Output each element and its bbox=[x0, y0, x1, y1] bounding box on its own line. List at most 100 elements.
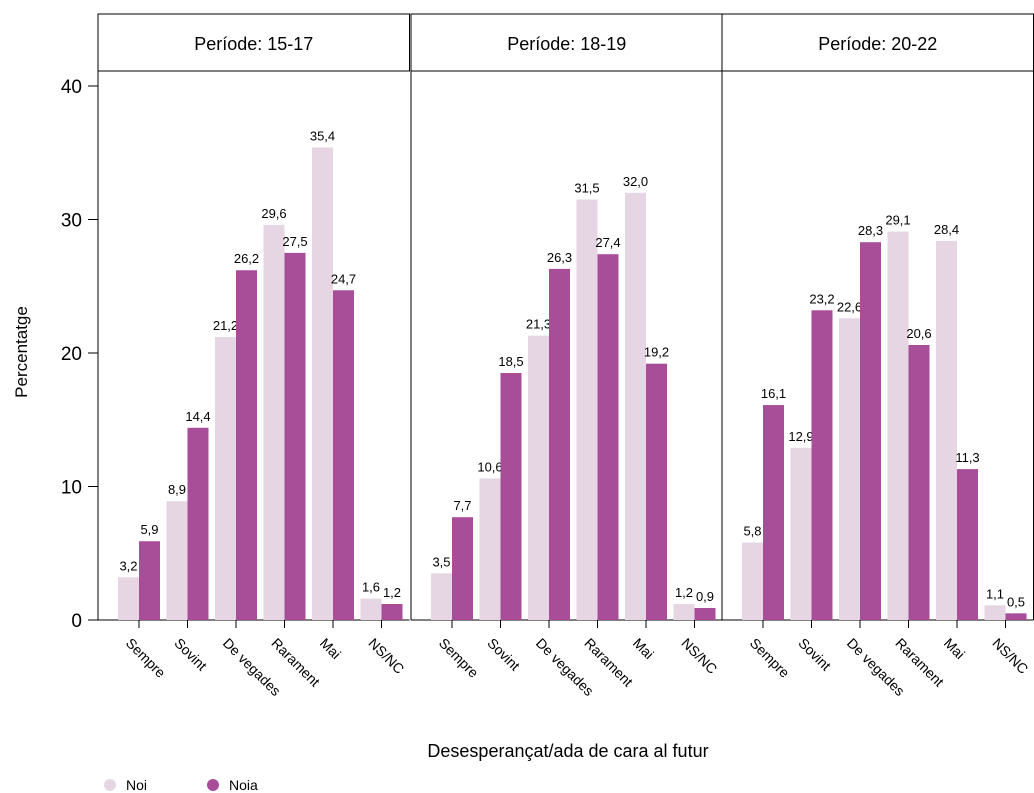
value-label: 32,0 bbox=[623, 174, 648, 189]
y-tick-label: 20 bbox=[61, 344, 82, 365]
value-label: 7,7 bbox=[453, 498, 471, 513]
value-label: 1,1 bbox=[986, 586, 1004, 601]
y-tick-label: 30 bbox=[61, 211, 82, 232]
bar-noi bbox=[263, 224, 285, 620]
category-label: Mai bbox=[317, 635, 344, 662]
legend-label-noia: Noia bbox=[229, 777, 258, 793]
value-label: 24,7 bbox=[331, 271, 356, 286]
bar-noia bbox=[381, 603, 403, 620]
value-label: 23,2 bbox=[809, 291, 834, 306]
value-label: 3,5 bbox=[432, 554, 450, 569]
bar-noi bbox=[118, 577, 139, 620]
y-tick-label: 40 bbox=[61, 77, 82, 98]
bar-noi bbox=[166, 501, 188, 620]
panel-2: Període: 18-19 3,5 7,7 Sempre 10,6 18,5 Sovint… bbox=[410, 13, 723, 699]
value-label: 35,4 bbox=[310, 128, 335, 143]
value-label: 19,2 bbox=[644, 345, 669, 360]
bar-noia bbox=[284, 252, 306, 620]
category-label: Sovint bbox=[171, 635, 210, 674]
value-label: 28,4 bbox=[934, 222, 959, 237]
bar-noia bbox=[646, 363, 667, 620]
value-label: 26,3 bbox=[547, 250, 572, 265]
y-axis-label: Percentatge bbox=[12, 306, 31, 398]
panel-title: Període: 20-22 bbox=[818, 34, 937, 54]
value-label: 29,6 bbox=[261, 206, 286, 221]
value-label: 0,9 bbox=[696, 589, 714, 604]
value-label: 12,9 bbox=[788, 429, 813, 444]
value-label: 31,5 bbox=[574, 180, 599, 195]
value-label: 18,5 bbox=[498, 354, 523, 369]
bar-noia bbox=[860, 242, 881, 620]
category-label: Mai bbox=[941, 635, 968, 662]
value-label: 29,1 bbox=[885, 213, 910, 228]
bar-noia bbox=[597, 254, 619, 620]
category-label: Sempre bbox=[123, 635, 169, 681]
bar-noi bbox=[215, 336, 236, 620]
panel-title: Període: 15-17 bbox=[194, 34, 313, 54]
value-label: 21,3 bbox=[526, 317, 551, 332]
value-label: 1,2 bbox=[383, 585, 401, 600]
bar-noia bbox=[811, 310, 833, 620]
bar-noi bbox=[360, 598, 382, 620]
bar-noi bbox=[790, 447, 812, 620]
bar-noi bbox=[312, 147, 333, 620]
bar-noia bbox=[763, 405, 784, 620]
bar-noia bbox=[549, 268, 570, 620]
value-label: 27,4 bbox=[595, 235, 620, 250]
value-label: 0,5 bbox=[1007, 594, 1025, 609]
legend-marker-noia bbox=[207, 779, 219, 791]
bar-noia bbox=[1005, 613, 1027, 620]
bar-noi bbox=[984, 605, 1006, 620]
value-label: 11,3 bbox=[955, 450, 979, 465]
bar-noia bbox=[333, 290, 354, 620]
bar-noia bbox=[139, 541, 160, 620]
category-label: Sempre bbox=[747, 635, 793, 681]
legend: Noi Noia bbox=[104, 777, 258, 793]
category-label: Mai bbox=[630, 635, 657, 662]
value-label: 5,8 bbox=[743, 524, 761, 539]
value-label: 26,2 bbox=[234, 251, 259, 266]
bar-noi bbox=[431, 573, 452, 620]
value-label: 1,6 bbox=[362, 580, 380, 595]
value-label: 27,5 bbox=[282, 234, 307, 249]
bar-noia bbox=[187, 427, 209, 620]
bar-noia bbox=[957, 469, 978, 620]
value-label: 14,4 bbox=[185, 409, 210, 424]
x-axis-label: Desesperançat/ada de cara al futur bbox=[427, 741, 708, 761]
value-label: 28,3 bbox=[858, 223, 883, 238]
category-label: NS/NC bbox=[678, 635, 720, 677]
legend-label-noi: Noi bbox=[126, 777, 147, 793]
value-label: 22,6 bbox=[837, 299, 862, 314]
value-label: 21,2 bbox=[213, 318, 238, 333]
panel-1: Període: 15-17 3,2 5,9 Sempre 8,9 14,4 Sovint 2… bbox=[97, 13, 410, 699]
value-label: 20,6 bbox=[906, 326, 931, 341]
panel-3: Període: 20-22 5,8 16,1 Sempre 12,9 23,2 Sovin… bbox=[721, 13, 1034, 699]
value-label: 8,9 bbox=[168, 482, 186, 497]
bar-noia bbox=[236, 270, 257, 620]
bar-noi bbox=[887, 231, 909, 620]
legend-marker-noi bbox=[104, 779, 116, 791]
value-label: 1,2 bbox=[675, 585, 693, 600]
bar-noi bbox=[576, 199, 598, 620]
bar-noi bbox=[839, 318, 860, 620]
category-label: Sovint bbox=[484, 635, 523, 674]
panel-header bbox=[721, 13, 1034, 72]
bar-noi bbox=[936, 240, 957, 621]
category-label: NS/NC bbox=[365, 635, 407, 677]
bar-noi bbox=[625, 192, 646, 621]
value-label: 10,6 bbox=[477, 459, 502, 474]
bar-noia bbox=[500, 373, 522, 620]
panel-title: Període: 18-19 bbox=[507, 34, 626, 54]
category-label: NS/NC bbox=[989, 635, 1031, 677]
category-label: Sempre bbox=[436, 635, 482, 681]
category-label: Sovint bbox=[795, 635, 834, 674]
y-tick-label: 10 bbox=[61, 478, 82, 499]
bar-noi bbox=[528, 335, 549, 620]
bar-noia bbox=[908, 344, 930, 620]
y-axis: 0 10 20 30 40 bbox=[61, 77, 99, 632]
bar-noi bbox=[673, 603, 695, 620]
bar-noi bbox=[742, 542, 763, 620]
bar-noia bbox=[452, 517, 473, 620]
bar-noi bbox=[479, 478, 501, 620]
